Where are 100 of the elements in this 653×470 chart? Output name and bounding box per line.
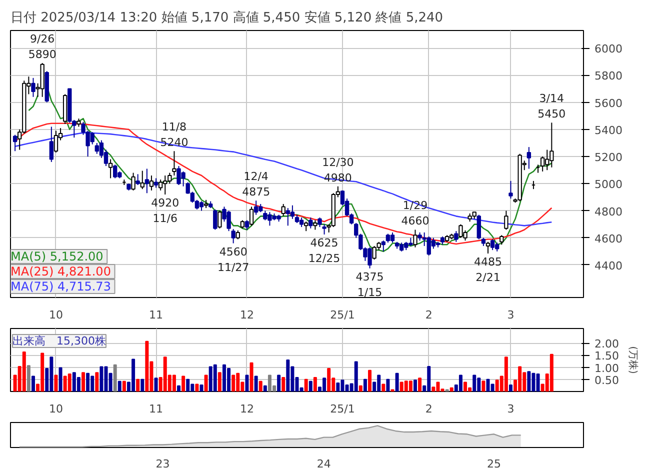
bar	[245, 374, 249, 392]
candlestick	[31, 77, 36, 98]
annotation: 1/29 4660	[401, 199, 430, 228]
bar	[263, 385, 267, 392]
candlestick	[172, 150, 176, 176]
bar	[282, 376, 286, 392]
annotation: 3/14 5450	[538, 92, 566, 121]
candlestick	[154, 178, 158, 188]
candlestick	[244, 220, 250, 230]
y-tick-label: 1.50	[594, 350, 619, 363]
annotation: 9/26 5890	[28, 32, 56, 62]
candlestick	[290, 204, 295, 220]
bar	[54, 374, 58, 392]
bar	[195, 384, 199, 392]
bar	[458, 374, 462, 392]
annotation: 4560 11/27	[217, 245, 250, 274]
x-tick-label: 25/1	[330, 308, 355, 322]
bar	[354, 361, 358, 392]
y-tick-label: 5800	[594, 70, 622, 83]
x-tick-label: 25/1	[330, 402, 355, 416]
annotation: 4485 2/21	[474, 255, 502, 284]
candlestick	[504, 210, 508, 230]
candlestick	[281, 203, 286, 217]
bar	[418, 378, 422, 392]
bar	[450, 387, 454, 392]
bar	[26, 365, 30, 392]
candlestick	[500, 234, 504, 246]
candlestick	[136, 174, 140, 186]
bar	[304, 378, 308, 392]
bar	[58, 367, 62, 392]
x-tick-label: 11	[149, 402, 164, 416]
candlestick	[318, 217, 322, 228]
y-tick-label: 5000	[594, 178, 622, 192]
bar	[382, 384, 386, 392]
text: MA(5) 5,152.00	[10, 250, 104, 264]
bar	[363, 378, 367, 392]
bar	[550, 354, 554, 392]
y-tick-label: 4400	[594, 259, 622, 272]
text: MA(75) 4,715.73	[10, 280, 111, 294]
bar	[368, 370, 372, 392]
candlestick	[158, 179, 163, 191]
x-tick-label: 25	[486, 458, 501, 470]
x-tick-label: 10	[48, 308, 63, 322]
y-tick-label: 5200	[594, 151, 622, 164]
candlestick	[108, 158, 113, 179]
bar	[154, 378, 158, 392]
candlestick	[231, 228, 236, 244]
bar	[118, 380, 122, 392]
candlestick	[540, 156, 545, 172]
bar	[113, 364, 117, 392]
bar	[140, 378, 144, 392]
text: MA(25) 4,821.00	[10, 264, 111, 278]
candlestick	[113, 164, 118, 179]
x-tick-label: 23	[156, 458, 170, 470]
candlestick	[508, 180, 513, 200]
candlestick	[308, 217, 313, 229]
candlestick	[131, 172, 136, 191]
bar	[386, 378, 390, 392]
x-tick-label: 11	[149, 308, 164, 322]
bar	[95, 372, 99, 392]
bar	[277, 374, 281, 392]
bar	[472, 374, 476, 392]
candlestick	[381, 240, 386, 252]
bar	[286, 360, 290, 392]
y-tick-label: 6000	[594, 42, 622, 56]
bar	[145, 340, 149, 392]
candlestick	[454, 230, 458, 242]
x-tick-label: 2	[425, 402, 432, 416]
candlestick	[12, 134, 18, 152]
y-axis-title: (万株)	[626, 346, 639, 374]
candlestick	[304, 221, 308, 232]
x-tick-label: 12	[240, 308, 254, 322]
candlestick	[199, 200, 204, 212]
bar	[31, 376, 35, 392]
candlestick	[476, 214, 481, 240]
bar	[258, 380, 262, 392]
y-tick-label: 0.50	[594, 374, 619, 387]
candlestick	[313, 220, 318, 230]
bar	[395, 372, 399, 392]
bar	[68, 374, 72, 392]
bar	[358, 385, 362, 392]
y-tick-label: 5400	[594, 124, 622, 137]
bar	[250, 362, 254, 392]
x-tick-label: 12	[240, 402, 254, 416]
bar	[204, 374, 208, 392]
candlestick	[144, 168, 150, 194]
y-tick-label: 4600	[594, 232, 622, 246]
annotation: 4625 12/25	[308, 236, 340, 266]
candlestick	[322, 224, 326, 235]
candlestick	[486, 241, 490, 254]
bar	[327, 368, 331, 392]
y-tick-label: 1.00	[594, 362, 619, 375]
x-tick-label: 24	[316, 458, 331, 470]
bar	[232, 374, 236, 392]
bar	[213, 364, 217, 392]
candlestick	[299, 217, 304, 228]
bar	[482, 380, 486, 392]
x-tick-label: 3	[507, 308, 514, 322]
bar	[408, 380, 412, 392]
y-tick-label: 4800	[594, 205, 622, 218]
